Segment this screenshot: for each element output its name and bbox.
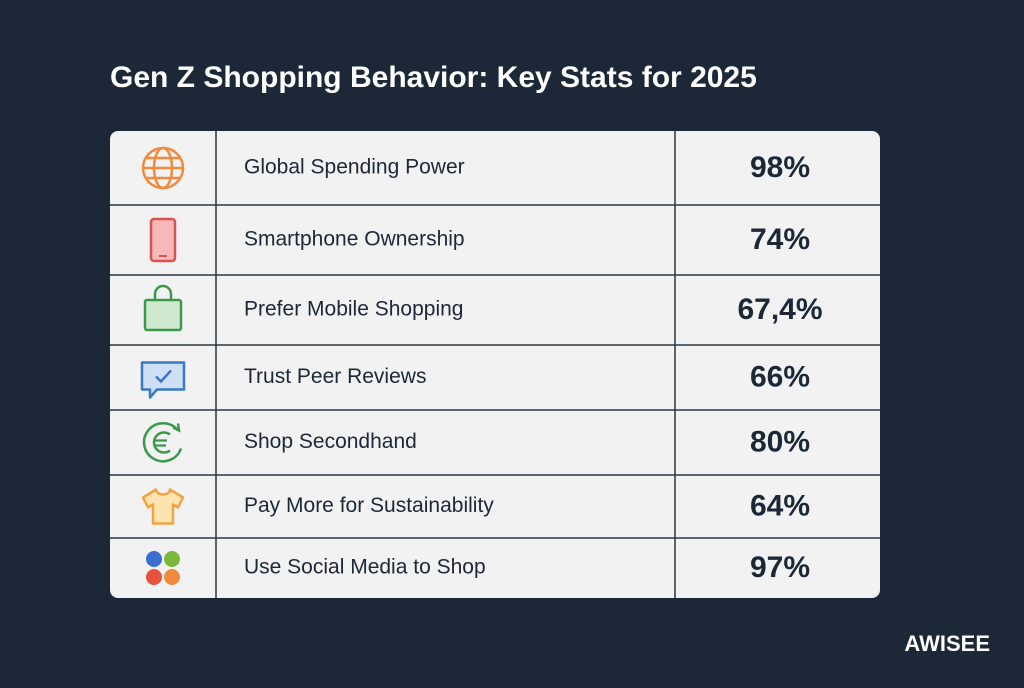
- row-label: Pay More for Sustainability: [244, 494, 494, 517]
- row-value: 64%: [750, 489, 810, 522]
- row-label: Use Social Media to Shop: [244, 556, 486, 579]
- row-value: 98%: [750, 151, 810, 184]
- row-value: 97%: [750, 551, 810, 584]
- brand: AWISEE: [904, 631, 990, 656]
- row-label: Global Spending Power: [244, 156, 465, 179]
- row-label: Shop Secondhand: [244, 430, 417, 453]
- row-value: 80%: [750, 425, 810, 458]
- row-icon: [141, 488, 185, 525]
- row-value: 66%: [750, 360, 810, 393]
- title: Gen Z Shopping Behavior: Key Stats for 2…: [110, 61, 757, 94]
- row-label: Prefer Mobile Shopping: [244, 298, 463, 321]
- row-icon: [143, 284, 183, 332]
- row-icon: [142, 422, 183, 463]
- row-icon: [140, 361, 186, 399]
- table-rows: Global Spending Power 98% Smartphone Owner…: [110, 146, 880, 585]
- row-value: 67,4%: [737, 293, 822, 326]
- row-icon: [146, 551, 180, 585]
- row-icon: [141, 146, 185, 190]
- row-value: 74%: [750, 223, 810, 256]
- row-label: Trust Peer Reviews: [244, 365, 426, 388]
- row-icon: [149, 217, 177, 263]
- table-background: [110, 131, 880, 598]
- row-label: Smartphone Ownership: [244, 228, 465, 251]
